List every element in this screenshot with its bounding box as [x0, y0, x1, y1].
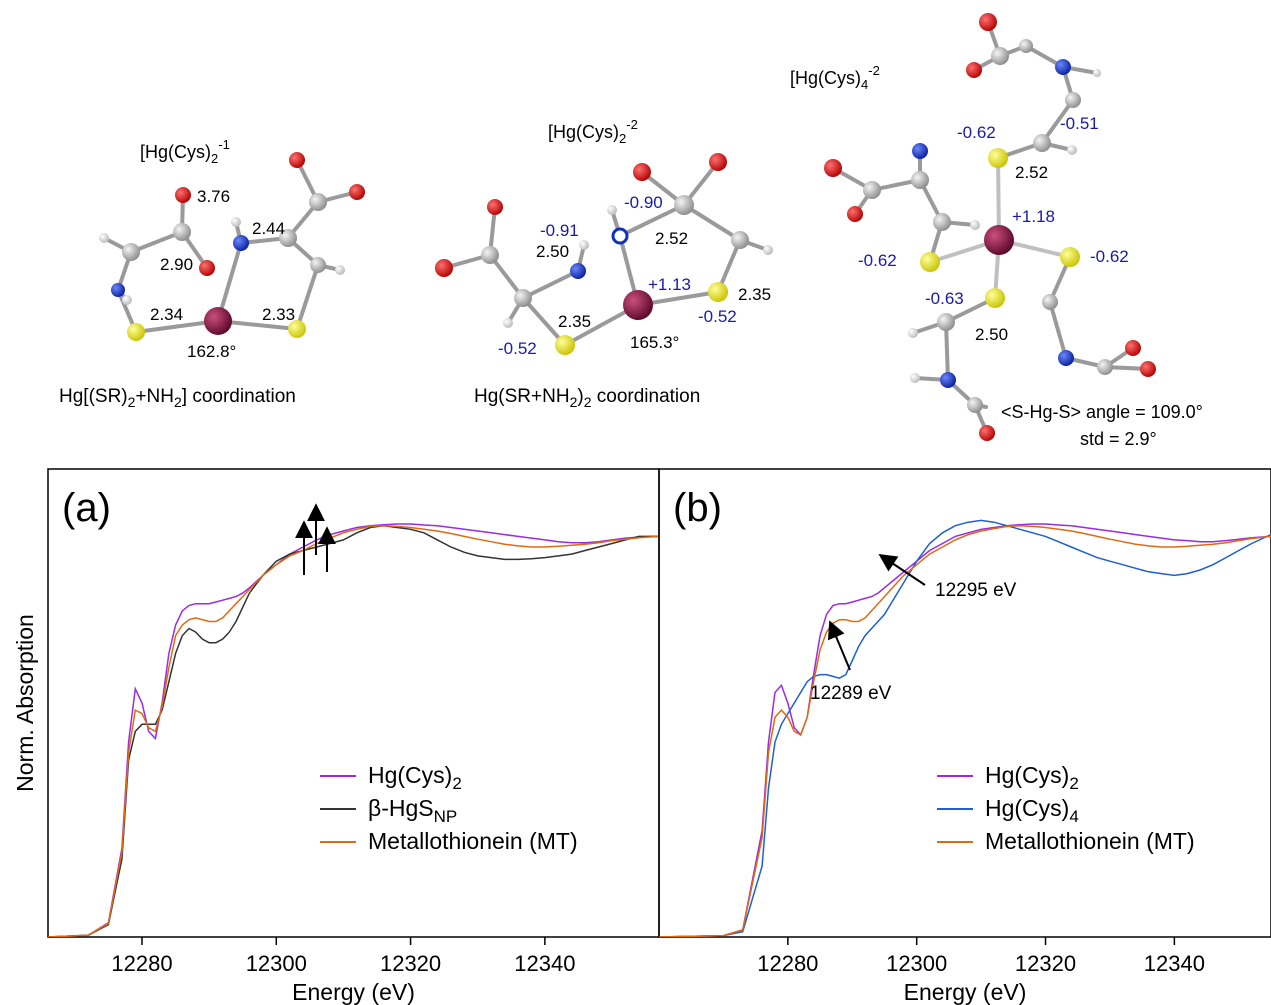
- molecule-2-label: 2.35: [738, 285, 771, 304]
- molecule-2-caption: Hg(SR+NH2)2 coordination: [474, 386, 700, 410]
- atoms: [435, 153, 773, 355]
- molecule-3-angle: <S-Hg-S> angle = 109.0°: [1001, 402, 1203, 422]
- molecule-1-label: 3.76: [197, 187, 230, 206]
- x-tick-label: 12320: [380, 951, 441, 976]
- molecule-1-caption: Hg[(SR)2+NH2] coordination: [59, 386, 296, 410]
- atoms: [824, 13, 1156, 441]
- molecule-1-label: 2.44: [252, 219, 285, 238]
- molecule-3-label: -0.51: [1060, 114, 1099, 133]
- plot-frame: [658, 468, 1271, 938]
- molecule-2-label: 2.50: [536, 242, 569, 261]
- molecule-2-label: 2.52: [655, 229, 688, 248]
- annotation-arrow: [878, 554, 926, 586]
- atoms: [99, 152, 365, 341]
- molecule-2-label: -0.52: [698, 307, 737, 326]
- molecule-3-label: 2.50: [975, 325, 1008, 344]
- series-line: [659, 519, 1271, 937]
- molecule-2-label: +1.13: [648, 275, 691, 294]
- molecule-3-label: 2.52: [1015, 163, 1048, 182]
- molecule-1-label: 2.90: [160, 255, 193, 274]
- legend-label: Hg(Cys)4: [985, 795, 1079, 826]
- molecule-2-title: [Hg(Cys)2-2: [548, 117, 638, 146]
- legend-label: Hg(Cys)2: [985, 762, 1079, 793]
- molecule-1-label: 2.33: [262, 305, 295, 324]
- molecule-1-angle: 162.8°: [187, 342, 236, 361]
- x-tick-label: 12280: [111, 951, 172, 976]
- legend-label: β-HgSNP: [368, 795, 457, 826]
- charts: 12280 12300 12320 12340 Energy (eV) Norm. Abs…: [12, 468, 1271, 1005]
- series-line: [48, 524, 659, 937]
- molecule-hg-cys2-minus1: [Hg(Cys)2-1 3.76 2.44 2.90 2.34 2.33 162…: [59, 137, 365, 410]
- x-tick-label: 12300: [886, 951, 947, 976]
- molecule-3-label: -0.62: [858, 251, 897, 270]
- molecule-2-label: -0.90: [624, 193, 663, 212]
- panel-label: (b): [673, 486, 722, 530]
- molecule-3-std: std = 2.9°: [1080, 429, 1157, 449]
- series-line: [48, 524, 659, 937]
- molecule-2-label: -0.91: [540, 221, 579, 240]
- molecule-3-label: +1.18: [1012, 207, 1055, 226]
- annotation-label: 12289 eV: [810, 683, 892, 704]
- molecule-3-label: -0.63: [925, 289, 964, 308]
- x-tick-label: 12320: [1015, 951, 1076, 976]
- molecule-1-label: 2.34: [150, 305, 183, 324]
- molecule-1-title: [Hg(Cys)2-1: [140, 137, 230, 166]
- series-line: [659, 523, 1271, 937]
- molecule-hg-cys4-minus2: [Hg(Cys)4-2 -0.62 -0.51 2.52 +1.18 -0.62…: [790, 13, 1203, 449]
- series-line: [659, 524, 1271, 937]
- molecule-hg-cys2-minus2: [Hg(Cys)2-2 -0.90 2.52 -0.91 2.50 +1.13 …: [435, 117, 773, 410]
- panel-label: (a): [62, 486, 111, 530]
- x-tick-label: 12340: [1144, 951, 1205, 976]
- bonds: [102, 158, 359, 334]
- legend-label: Metallothionein (MT): [368, 828, 578, 854]
- x-axis-label: Energy (eV): [292, 979, 415, 1005]
- x-tick-label: 12280: [757, 951, 818, 976]
- x-axis-label: Energy (eV): [904, 979, 1027, 1005]
- legend-label: Hg(Cys)2: [368, 762, 462, 793]
- chart-panel-b: 12280 12300 12320 12340 Energy (eV) (b) Hg(Cys…: [658, 468, 1271, 1005]
- chart-panel-a: 12280 12300 12320 12340 Energy (eV) Norm. Abs…: [12, 468, 660, 1005]
- annotation-arrow: [827, 620, 851, 671]
- annotation-label: 12295 eV: [935, 580, 1017, 601]
- molecule-3-label: -0.62: [1090, 247, 1129, 266]
- x-tick-label: 12340: [514, 951, 575, 976]
- series-line: [48, 523, 659, 937]
- molecule-2-label: 2.35: [558, 312, 591, 331]
- molecule-3-title: [Hg(Cys)4-2: [790, 63, 880, 92]
- molecule-2-angle: 165.3°: [630, 333, 679, 352]
- molecule-2-label: -0.52: [498, 339, 537, 358]
- x-tick-label: 12300: [246, 951, 307, 976]
- plot-frame: [47, 468, 660, 938]
- y-axis-label: Norm. Absorption: [12, 614, 38, 792]
- molecule-3-label: -0.62: [957, 123, 996, 142]
- legend-label: Metallothionein (MT): [985, 828, 1195, 854]
